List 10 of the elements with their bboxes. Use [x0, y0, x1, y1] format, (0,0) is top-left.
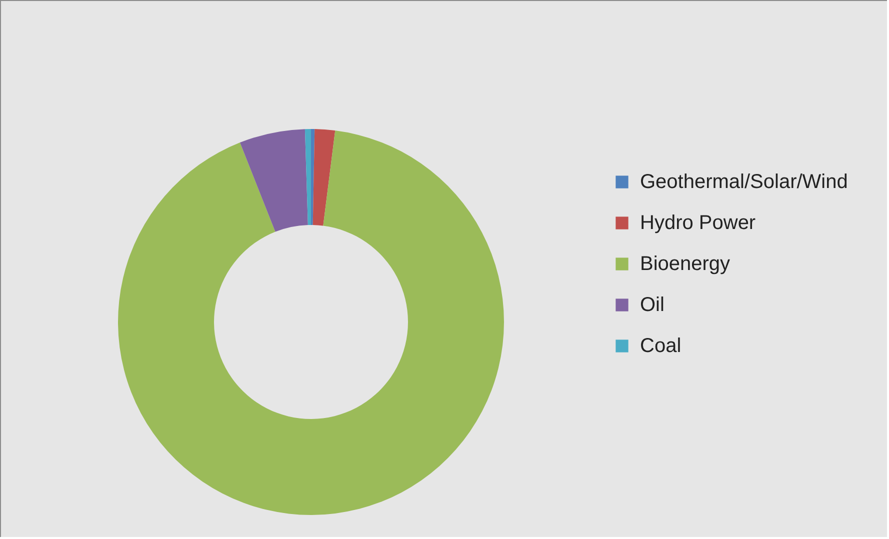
legend-label: Hydro Power — [640, 212, 756, 234]
donut-slice — [312, 129, 336, 226]
legend-label: Bioenergy — [640, 253, 730, 275]
legend-label: Geothermal/Solar/Wind — [640, 171, 848, 193]
legend-label: Oil — [640, 294, 664, 316]
donut-slice — [240, 129, 308, 232]
donut-slice — [304, 129, 311, 226]
legend-label: Coal — [640, 335, 682, 357]
donut-slice — [118, 130, 504, 515]
donut-slice — [311, 129, 315, 226]
